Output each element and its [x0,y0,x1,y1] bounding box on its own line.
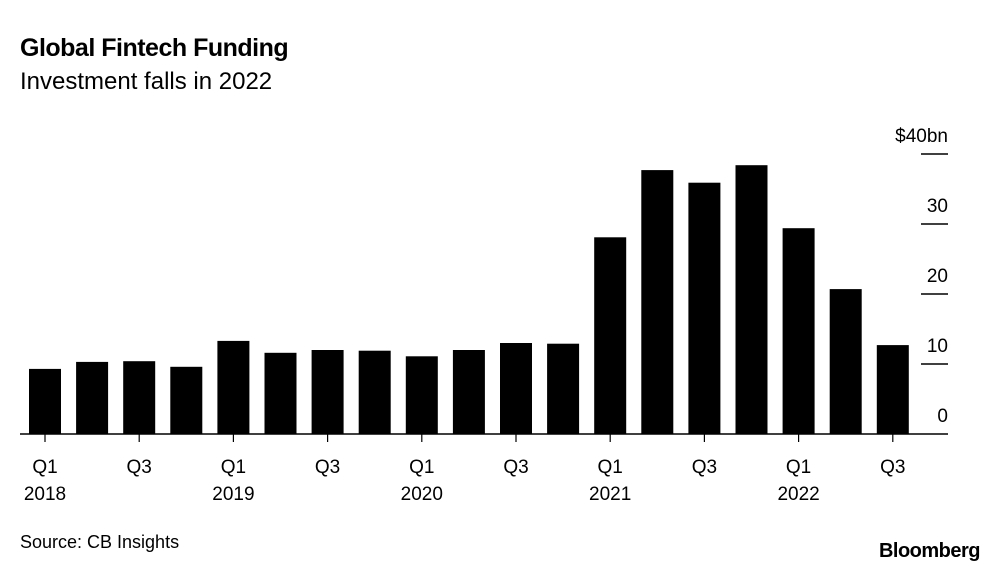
y-tick-label: 0 [937,406,948,427]
source-note: Source: CB Insights [20,532,180,552]
x-tick-label: Q1 [409,457,434,478]
x-tick-label: Q3 [315,457,340,478]
y-tick-label: 30 [927,196,948,217]
x-tick-year: 2021 [589,484,631,505]
bar [829,289,862,434]
bar [452,350,485,434]
chart-subtitle: Investment falls in 2022 [20,68,273,95]
x-tick-label: Q3 [880,457,905,478]
y-tick-label: 20 [927,266,948,287]
bloomberg-logo: Bloomberg [878,540,981,562]
bar [170,366,203,434]
bar [688,182,721,434]
x-tick-year: 2018 [24,484,66,505]
bar [217,340,250,434]
bar [405,356,438,434]
bar [782,228,815,434]
bar [264,352,297,434]
x-tick-year: 2022 [777,484,819,505]
x-tick-label: Q3 [127,457,152,478]
bar [500,343,532,434]
bar [594,237,627,434]
x-tick-year: 2019 [212,484,254,505]
bar [547,343,580,434]
bar [641,170,674,434]
x-tick-label: Q3 [692,457,717,478]
bar [123,361,156,434]
x-tick-label: Q1 [598,457,623,478]
y-tick-label: 10 [927,336,948,357]
x-tick-label: Q1 [786,457,811,478]
bar [735,165,768,434]
bar [76,361,109,434]
chart-title: Global Fintech Funding [20,34,289,62]
y-tick-label: $40bn [895,126,948,147]
bar [358,350,391,434]
x-tick-label: Q1 [221,457,246,478]
x-tick-year: 2020 [401,484,443,505]
x-tick-label: Q3 [503,457,528,478]
bar [876,345,909,434]
bar [29,368,61,434]
bar [311,350,344,434]
x-tick-label: Q1 [32,457,57,478]
